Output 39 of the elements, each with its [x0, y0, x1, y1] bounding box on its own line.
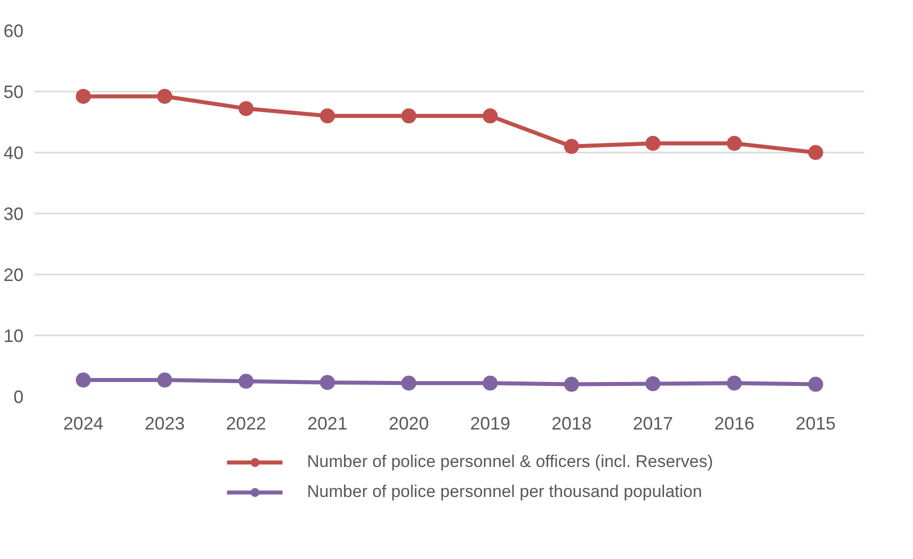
point — [157, 88, 172, 104]
point — [726, 136, 742, 151]
point — [401, 376, 416, 391]
x-tick-label: 2021 — [307, 414, 348, 434]
x-tick-label: 2016 — [714, 414, 754, 434]
point — [157, 372, 172, 388]
y-tick-label: 0 — [13, 387, 24, 407]
x-tick-label: 2023 — [144, 414, 185, 434]
point — [564, 376, 580, 392]
point — [320, 374, 335, 390]
y-tick-label: 40 — [3, 143, 24, 163]
point — [401, 108, 416, 124]
y-tick-label: 10 — [3, 326, 24, 346]
point — [320, 108, 335, 124]
point — [808, 145, 824, 160]
y-tick-label: 20 — [3, 265, 24, 285]
x-tick-label: 2019 — [470, 414, 510, 434]
y-tick-label: 60 — [3, 21, 24, 41]
point — [76, 372, 91, 388]
legend-label: Number of police personnel & officers (incl. Reserves) — [307, 452, 713, 472]
point — [238, 101, 254, 116]
point — [726, 376, 742, 391]
legend-label: Number of police personnel per thousand population — [307, 482, 702, 502]
x-tick-label: 2024 — [63, 414, 104, 434]
x-tick-label: 2018 — [552, 414, 592, 434]
point — [76, 88, 91, 104]
x-tick-label: 2022 — [226, 414, 266, 434]
x-tick-label: 2020 — [388, 414, 429, 434]
point — [808, 376, 824, 392]
point — [482, 108, 498, 124]
point — [564, 138, 580, 154]
x-tick-label: 2017 — [632, 414, 673, 434]
point — [645, 376, 660, 392]
x-tick-label: 2015 — [796, 414, 836, 434]
point — [645, 136, 660, 151]
y-tick-label: 50 — [3, 82, 24, 102]
y-tick-label: 30 — [3, 204, 24, 224]
point — [238, 374, 254, 389]
point — [482, 376, 498, 391]
